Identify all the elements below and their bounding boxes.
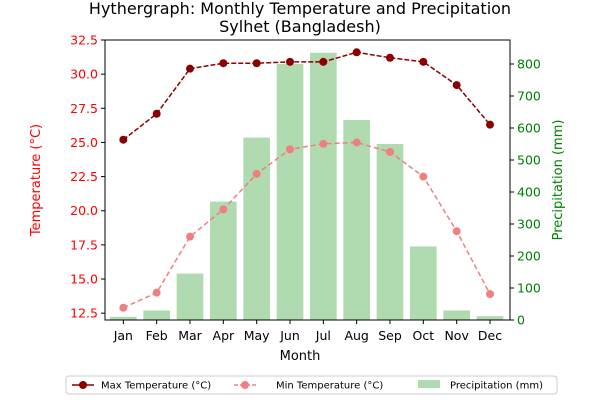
precip-bar [476, 316, 504, 320]
legend-min-label: Min Temperature (°C) [276, 381, 383, 392]
min-temp-point [352, 138, 361, 147]
min-temp-point [219, 205, 228, 214]
precip-bar [410, 246, 437, 320]
right-axis-label: Precipitation (mm) [551, 120, 566, 241]
min-temp-line [123, 141, 491, 309]
x-tick-label: Sep [378, 328, 402, 343]
precip-bar [210, 201, 237, 320]
x-tick-label: May [244, 328, 270, 343]
precip-bar [176, 273, 204, 320]
left-axis-label: Temperature (°C) [29, 124, 44, 237]
left-tick-label: 15.0 [70, 272, 98, 287]
min-temp-point [186, 232, 194, 241]
x-tick-label: Dec [478, 328, 502, 343]
max-temp-point [452, 81, 461, 90]
precip-bar [243, 137, 270, 320]
legend-max-marker [79, 381, 87, 389]
max-temp-line [122, 51, 491, 141]
x-tick-label: Jul [315, 328, 331, 343]
max-temp-point [419, 57, 428, 66]
x-tick-label: Jun [279, 328, 300, 343]
max-temp-point [252, 59, 261, 68]
left-tick-label: 22.5 [70, 169, 98, 184]
right-tick-label: 700 [517, 89, 541, 104]
x-axis-ticks: Jan Feb Mar Apr May Jun Jul Aug Sep Oct Nov Dec [113, 320, 502, 343]
max-temp-point [119, 135, 128, 144]
min-temp-point [119, 303, 128, 312]
right-tick-label: 500 [517, 153, 541, 168]
min-temp-point [419, 172, 428, 181]
left-tick-label: 12.5 [70, 306, 98, 321]
chart-title-line2: Sylhet (Bangladesh) [219, 17, 381, 36]
legend: Max Temperature (°C) Min Temperature (°C… [65, 375, 558, 395]
right-tick-label: 200 [517, 249, 541, 264]
right-tick-label: 0 [517, 313, 525, 328]
left-axis-ticks: 12.5 15.0 17.5 20.0 22.5 25.0 27.5 30.0 32.5 [70, 33, 105, 321]
plot-frame [104, 39, 511, 321]
temperature-lines [119, 48, 494, 312]
max-temp-point [152, 109, 161, 118]
right-tick-label: 300 [517, 217, 541, 232]
max-temp-point [186, 64, 194, 73]
max-temp-point [486, 120, 494, 129]
x-tick-label: Feb [146, 328, 168, 343]
precip-bar [143, 310, 170, 320]
max-temp-point [219, 59, 228, 68]
x-tick-label: Oct [413, 328, 435, 343]
x-axis-label: Month [280, 349, 321, 364]
min-temp-point [486, 290, 494, 299]
precip-bar [343, 120, 370, 320]
x-tick-label: Apr [213, 328, 235, 343]
max-temp-point [319, 57, 328, 66]
max-temp-point [352, 48, 361, 57]
legend-max-label: Max Temperature (°C) [101, 381, 211, 392]
x-tick-label: Aug [344, 328, 368, 343]
min-temp-point [452, 227, 461, 236]
right-axis-ticks: 0 100 200 300 400 500 600 700 800 [510, 57, 541, 328]
left-tick-label: 20.0 [70, 203, 98, 218]
x-tick-label: Jan [113, 328, 133, 343]
left-tick-label: 17.5 [70, 237, 98, 252]
precip-bar [276, 64, 304, 320]
precip-bar [443, 310, 470, 320]
legend-precip-swatch [418, 380, 440, 388]
x-tick-label: Nov [444, 328, 469, 343]
right-tick-label: 400 [517, 185, 541, 200]
min-temp-point [152, 288, 161, 297]
max-temp-point [386, 53, 394, 62]
chart-title-line1: Hythergraph: Monthly Temperature and Pre… [89, 0, 511, 18]
right-tick-label: 600 [517, 121, 541, 136]
legend-min-marker [241, 381, 249, 389]
x-tick-label: Mar [178, 328, 202, 343]
right-tick-label: 800 [517, 57, 541, 72]
left-tick-label: 30.0 [70, 67, 98, 82]
precip-bar [376, 144, 404, 320]
min-temp-point [386, 148, 394, 156]
min-temp-point [319, 139, 328, 148]
min-temp-point [252, 169, 261, 178]
left-tick-label: 32.5 [70, 33, 98, 48]
max-temp-point [286, 57, 294, 66]
precip-bar [310, 52, 337, 321]
left-tick-label: 27.5 [70, 101, 98, 116]
left-tick-label: 25.0 [70, 135, 98, 150]
legend-precip-label: Precipitation (mm) [450, 381, 543, 392]
precipitation-bars [110, 52, 504, 321]
min-temp-point [286, 145, 294, 154]
right-tick-label: 100 [517, 281, 541, 296]
precip-bar [110, 316, 137, 320]
